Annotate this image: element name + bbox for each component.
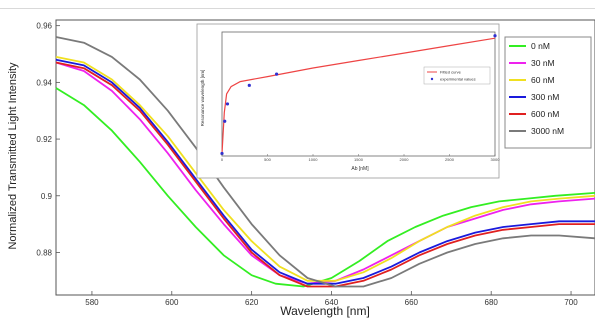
series-line-300-nm bbox=[55, 58, 595, 285]
plot-frame bbox=[55, 19, 595, 296]
inset-legend-box bbox=[423, 66, 491, 85]
legend-label: 300 nM bbox=[531, 92, 559, 102]
x-tick-label: 640 bbox=[325, 298, 339, 307]
inset-data-point bbox=[223, 119, 227, 123]
top-divider bbox=[0, 8, 595, 9]
main-ticks: 580 600 620 640 660 680 700 0.88 0.9 0.92 0.94 0.96 bbox=[36, 22, 578, 307]
inset-data-point bbox=[247, 83, 251, 87]
inset-y-axis-label: Resonance wavelength [nm] bbox=[200, 70, 205, 127]
inset-x-tick-label: 1500 bbox=[354, 157, 364, 162]
inset-x-axis-label: Ab [nM] bbox=[351, 166, 369, 172]
inset-x-tick-label: 500 bbox=[264, 157, 271, 162]
legend-label: 60 nM bbox=[531, 75, 555, 85]
inset-ticks: 0 500 1000 1500 2000 2500 3000 bbox=[221, 154, 500, 162]
inset-legend-marker bbox=[430, 77, 434, 81]
main-series-group bbox=[55, 36, 595, 288]
y-tick-label: 0.92 bbox=[36, 135, 52, 144]
y-tick-label: 0.96 bbox=[36, 22, 52, 31]
y-tick-label: 0.9 bbox=[41, 192, 53, 201]
x-axis-label: Wavelength [nm] bbox=[280, 304, 370, 318]
legend-label: 30 nM bbox=[531, 58, 555, 68]
inset-legend-label: Fitted curve bbox=[440, 70, 462, 75]
series-line-60-nm bbox=[55, 56, 595, 282]
x-tick-label: 600 bbox=[165, 298, 179, 307]
legend-label: 3000 nM bbox=[531, 126, 564, 136]
x-tick-label: 660 bbox=[405, 298, 419, 307]
series-line-600-nm bbox=[55, 61, 595, 288]
inset-data-point bbox=[493, 34, 497, 38]
inset-x-tick-label: 1000 bbox=[309, 157, 319, 162]
legend-box bbox=[504, 36, 592, 149]
y-axis-label: Normalized Transmitted Light Intensity bbox=[7, 62, 19, 250]
series-line-3000-nm bbox=[55, 36, 595, 288]
legend-label: 600 nM bbox=[531, 109, 559, 119]
inset-x-tick-label: 2500 bbox=[445, 157, 455, 162]
inset-x-tick-label: 2000 bbox=[400, 157, 410, 162]
x-tick-label: 700 bbox=[564, 298, 578, 307]
inset-legend-label: experimental values bbox=[440, 77, 476, 82]
inset-chart: 0 500 1000 1500 2000 2500 3000 Ab [nM] Resonan… bbox=[196, 23, 500, 179]
inset-legend: Fitted curve experimental values bbox=[423, 66, 491, 85]
inset-data-point bbox=[225, 102, 230, 106]
inset-background bbox=[196, 23, 500, 179]
inset-fitted-curve bbox=[221, 37, 496, 154]
inset-data-point bbox=[220, 151, 224, 156]
inset-x-tick-label: 3000 bbox=[491, 157, 501, 162]
y-tick-label: 0.88 bbox=[36, 248, 52, 257]
inset-series-group bbox=[220, 34, 497, 156]
x-tick-label: 580 bbox=[85, 298, 99, 307]
inset-data-point bbox=[275, 72, 279, 76]
main-legend: 0 nM 30 nM 60 nM 300 nM 600 nM 3000 nM bbox=[504, 36, 592, 149]
x-tick-label: 620 bbox=[245, 298, 259, 307]
y-tick-label: 0.94 bbox=[36, 78, 52, 87]
legend-label: 0 nM bbox=[531, 41, 550, 51]
inset-x-tick-label: 0 bbox=[221, 157, 224, 162]
x-tick-label: 680 bbox=[485, 298, 499, 307]
